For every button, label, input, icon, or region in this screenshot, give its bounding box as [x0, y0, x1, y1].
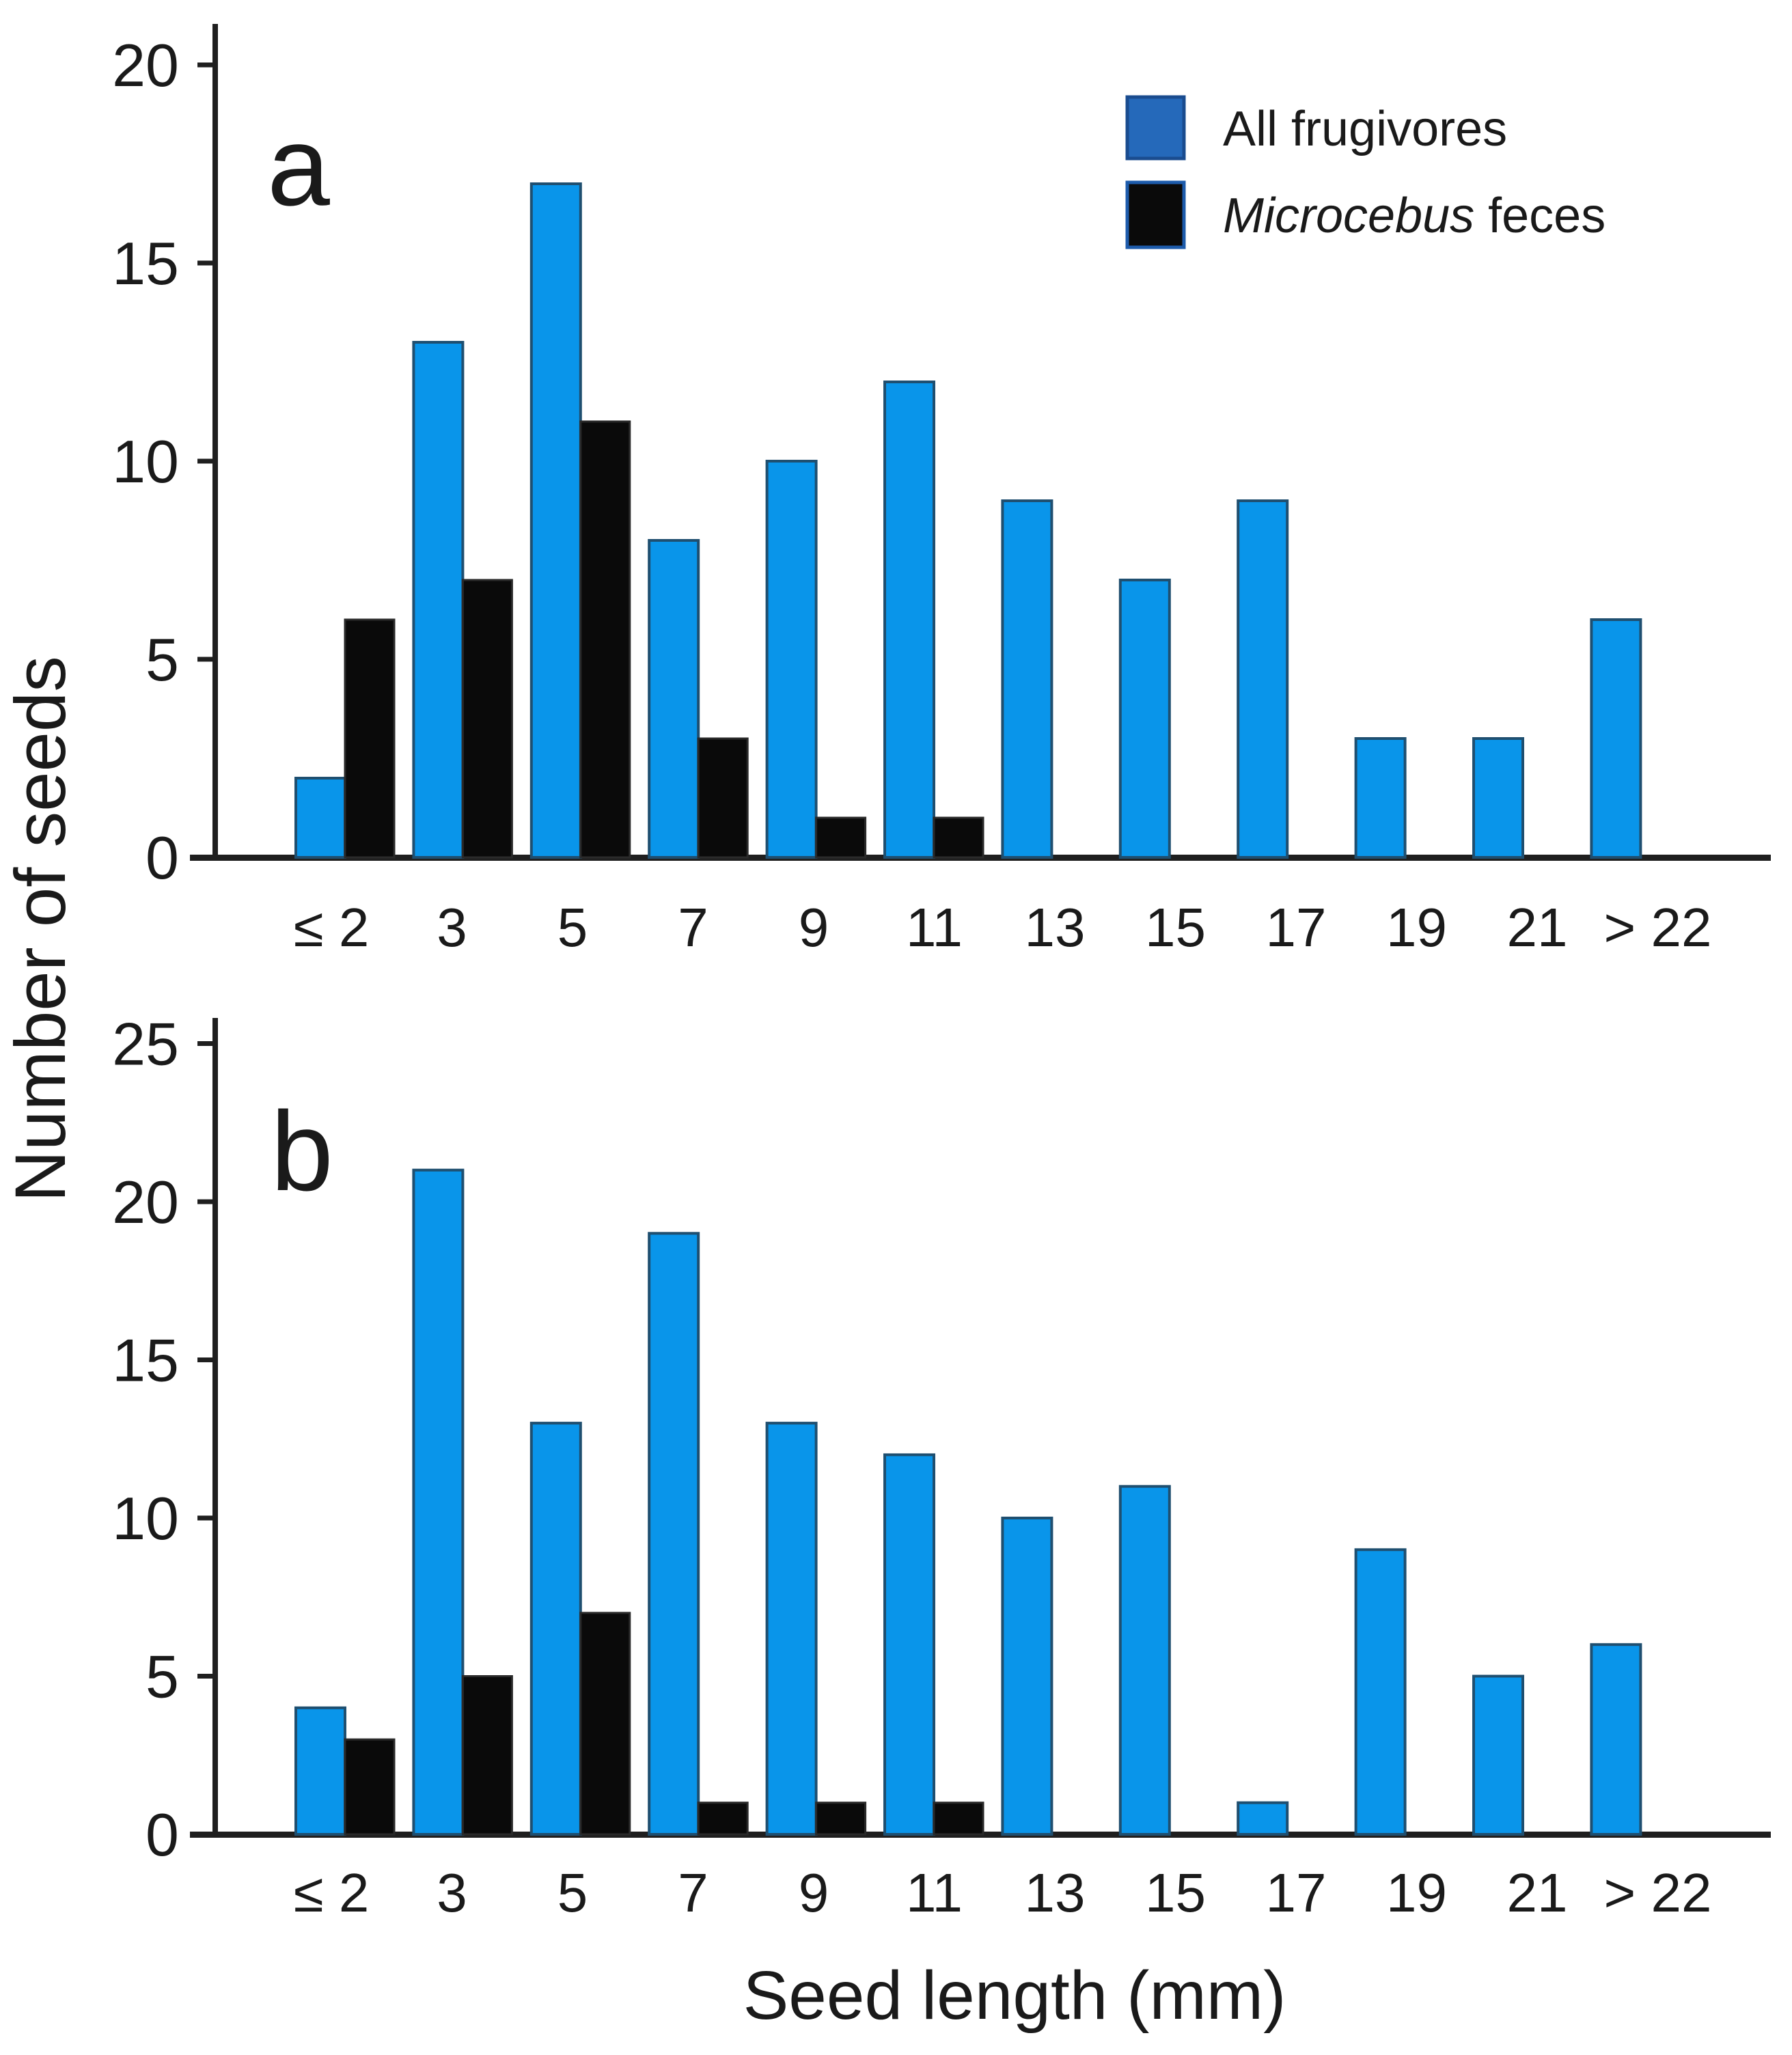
panel-b: 0 5 10 15 20 25 ≤ 2 3 5 7 9 11 13 15 17 19 21 > 22	[112, 1010, 1771, 1923]
bar-a-black-1	[461, 579, 513, 859]
y-tick	[197, 1041, 215, 1046]
y-tick-label: 25	[112, 1010, 179, 1078]
bar-b-blue-10	[1472, 1674, 1524, 1836]
bar-b-black-2	[579, 1612, 631, 1836]
bar-b-blue-6	[1001, 1517, 1053, 1836]
y-tick	[197, 657, 215, 662]
bar-b-black-4	[815, 1802, 867, 1836]
bar-b-blue-1	[412, 1168, 465, 1836]
x-category-label: 5	[557, 1862, 588, 1923]
y-tick-label: 20	[112, 1168, 179, 1236]
x-category-label: 13	[1025, 1862, 1086, 1923]
bar-a-blue-6	[1001, 499, 1053, 859]
x-category-label: 3	[437, 1862, 467, 1923]
bar-a-blue-5	[883, 381, 935, 859]
x-category-label: 15	[1145, 897, 1206, 958]
bar-b-blue-3	[648, 1232, 700, 1836]
y-tick	[197, 62, 215, 68]
legend: All frugivores Microcebus feces	[1125, 95, 1605, 249]
legend-label-microcebus-feces: Microcebus feces	[1223, 189, 1605, 243]
bar-a-blue-4	[765, 460, 818, 859]
bar-a-blue-2	[529, 182, 582, 859]
legend-swatch-all-frugivores	[1125, 95, 1186, 161]
y-tick-label: 10	[112, 428, 179, 495]
bar-b-blue-4	[765, 1422, 818, 1836]
bar-b-blue-9	[1354, 1548, 1407, 1836]
legend-swatch-microcebus-feces	[1125, 180, 1186, 249]
bar-a-blue-7	[1118, 579, 1171, 859]
y-tick	[197, 1515, 215, 1521]
bar-b-black-5	[933, 1802, 984, 1836]
bar-a-blue-3	[648, 539, 700, 859]
x-category-label: 3	[437, 897, 467, 958]
y-tick-label: 5	[146, 626, 179, 693]
y-tick	[197, 1199, 215, 1204]
bar-a-blue-1	[412, 341, 465, 859]
bar-b-blue-7	[1118, 1485, 1171, 1836]
x-category-label: 21	[1507, 897, 1568, 958]
bar-a-blue-10	[1472, 737, 1524, 859]
x-category-label: ≤ 2	[294, 897, 370, 958]
y-axis-line	[212, 1018, 218, 1838]
x-axis-title: Seed length (mm)	[743, 1957, 1286, 2034]
bar-b-blue-0	[294, 1706, 346, 1836]
bar-a-blue-9	[1354, 737, 1407, 859]
bar-a-black-4	[815, 816, 867, 859]
panel-a-letter: a	[267, 103, 330, 229]
bar-a-black-5	[933, 816, 984, 859]
bar-b-black-1	[461, 1675, 513, 1836]
y-tick-label: 15	[112, 230, 179, 297]
bar-a-blue-8	[1237, 499, 1289, 859]
y-tick-label: 20	[112, 31, 179, 99]
y-axis-line	[212, 24, 218, 861]
bar-b-blue-8	[1237, 1801, 1289, 1836]
panel-b-letter: b	[271, 1088, 333, 1214]
x-category-label: 21	[1507, 1862, 1568, 1923]
x-category-label: 9	[799, 1862, 829, 1923]
y-tick	[197, 458, 215, 464]
y-tick	[197, 1832, 215, 1837]
x-category-label: 7	[678, 897, 708, 958]
x-category-label: 15	[1145, 1862, 1206, 1923]
y-tick	[197, 855, 215, 860]
bar-a-black-0	[344, 618, 396, 859]
bar-a-black-2	[579, 420, 631, 859]
x-category-label: > 22	[1604, 897, 1712, 958]
y-tick-label: 0	[146, 1801, 179, 1868]
legend-label-all-frugivores: All frugivores	[1223, 102, 1507, 156]
bar-b-blue-2	[529, 1422, 582, 1836]
y-tick-label: 5	[146, 1643, 179, 1711]
y-tick	[197, 1674, 215, 1679]
bar-a-blue-0	[294, 777, 346, 859]
x-category-label: 13	[1025, 897, 1086, 958]
x-category-label: 17	[1266, 1862, 1327, 1923]
x-category-label: 17	[1266, 897, 1327, 958]
y-tick	[197, 1357, 215, 1362]
x-category-label: > 22	[1604, 1862, 1712, 1923]
bar-a-black-3	[697, 737, 749, 859]
x-category-label: 7	[678, 1862, 708, 1923]
x-category-label: 5	[557, 897, 588, 958]
x-category-label: 11	[906, 897, 963, 958]
bar-b-blue-5	[883, 1453, 935, 1836]
x-category-label: 11	[906, 1862, 963, 1923]
y-tick-label: 10	[112, 1485, 179, 1552]
x-category-label: 19	[1386, 897, 1447, 958]
y-tick	[197, 260, 215, 266]
x-category-label: 19	[1386, 1862, 1447, 1923]
bar-b-black-0	[344, 1738, 396, 1836]
panel-a: 0 5 10 15 20 ≤ 2 3 5 7 9 11 13 15 17 19 21 > 22	[112, 24, 1771, 958]
y-axis-title: Number of seeds	[1, 656, 81, 1202]
y-tick-label: 15	[112, 1327, 179, 1394]
bar-a-blue-11	[1590, 618, 1642, 859]
x-category-label: ≤ 2	[294, 1862, 370, 1923]
x-category-label: 9	[799, 897, 829, 958]
y-tick-label: 0	[146, 824, 179, 892]
bar-b-black-3	[697, 1802, 749, 1836]
bar-b-blue-11	[1590, 1643, 1642, 1836]
